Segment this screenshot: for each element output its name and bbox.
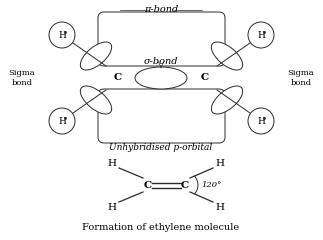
Text: Sigma
bond: Sigma bond bbox=[9, 69, 35, 87]
Text: H: H bbox=[58, 116, 66, 126]
Text: H: H bbox=[108, 203, 117, 211]
Ellipse shape bbox=[211, 42, 243, 70]
Ellipse shape bbox=[80, 86, 112, 114]
Text: σ-bond: σ-bond bbox=[144, 58, 178, 66]
Text: C: C bbox=[144, 180, 152, 190]
Text: C: C bbox=[181, 180, 189, 190]
Circle shape bbox=[49, 22, 75, 48]
Text: C: C bbox=[201, 73, 209, 83]
Text: H: H bbox=[108, 158, 117, 168]
Text: Sigma
bond: Sigma bond bbox=[288, 69, 314, 87]
Text: H: H bbox=[215, 158, 224, 168]
Text: H: H bbox=[215, 203, 224, 211]
Ellipse shape bbox=[80, 42, 112, 70]
FancyBboxPatch shape bbox=[98, 89, 225, 143]
Circle shape bbox=[49, 108, 75, 134]
FancyBboxPatch shape bbox=[98, 12, 225, 66]
Text: H: H bbox=[257, 30, 265, 40]
Ellipse shape bbox=[135, 67, 187, 89]
Text: C: C bbox=[114, 73, 122, 83]
Text: H: H bbox=[257, 116, 265, 126]
Ellipse shape bbox=[211, 86, 243, 114]
Circle shape bbox=[248, 108, 274, 134]
Text: π-bond: π-bond bbox=[144, 6, 178, 14]
Text: H: H bbox=[58, 30, 66, 40]
Text: Unhybridised p-orbital: Unhybridised p-orbital bbox=[109, 144, 213, 152]
Text: 120°: 120° bbox=[201, 181, 221, 189]
Circle shape bbox=[248, 22, 274, 48]
Text: Formation of ethylene molecule: Formation of ethylene molecule bbox=[82, 223, 240, 233]
